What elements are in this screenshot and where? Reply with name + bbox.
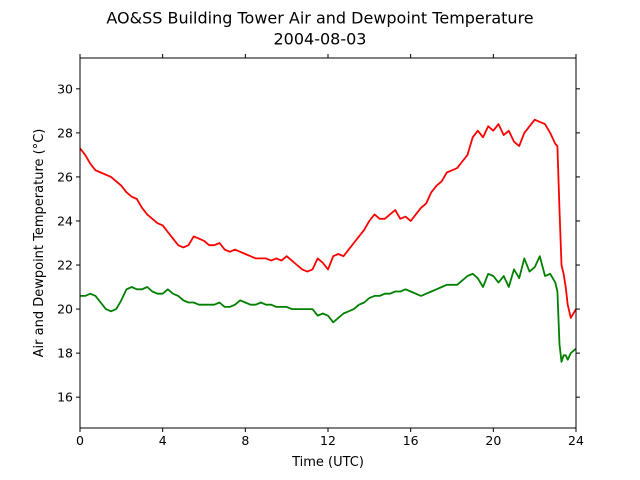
- plot-background: [80, 58, 576, 428]
- x-tick-label: 24: [568, 433, 584, 448]
- x-axis: 0 4 8 12 16 20 24: [76, 54, 584, 448]
- x-tick-label: 12: [320, 433, 336, 448]
- x-tick-label: 20: [485, 433, 501, 448]
- plot-area: [79, 57, 577, 429]
- y-tick-label: 20: [57, 302, 73, 317]
- y-axis: 16 18 20 22 24 26 28 30: [57, 81, 580, 405]
- x-axis-label: Time (UTC): [291, 455, 364, 470]
- y-tick-label: 30: [57, 81, 73, 96]
- y-tick-label: 28: [57, 125, 73, 140]
- x-tick-label: 8: [241, 433, 249, 448]
- y-axis-label: Air and Dewpoint Temperature (°C): [32, 129, 47, 358]
- chart-title: AO&SS Building Tower Air and Dewpoint Te…: [106, 9, 533, 28]
- x-tick-label: 16: [403, 433, 419, 448]
- series-line-0: [79, 118, 577, 319]
- series-line-1: [80, 255, 577, 363]
- y-tick-label: 16: [57, 390, 73, 405]
- y-tick-label: 22: [57, 258, 73, 273]
- chart-subtitle: 2004-08-03: [274, 30, 367, 49]
- y-tick-label: 24: [57, 213, 73, 228]
- series-layer: [79, 118, 577, 363]
- x-tick-label: 4: [159, 433, 167, 448]
- x-tick-label: 0: [76, 433, 84, 448]
- y-tick-label: 18: [57, 346, 73, 361]
- y-tick-label: 26: [57, 169, 73, 184]
